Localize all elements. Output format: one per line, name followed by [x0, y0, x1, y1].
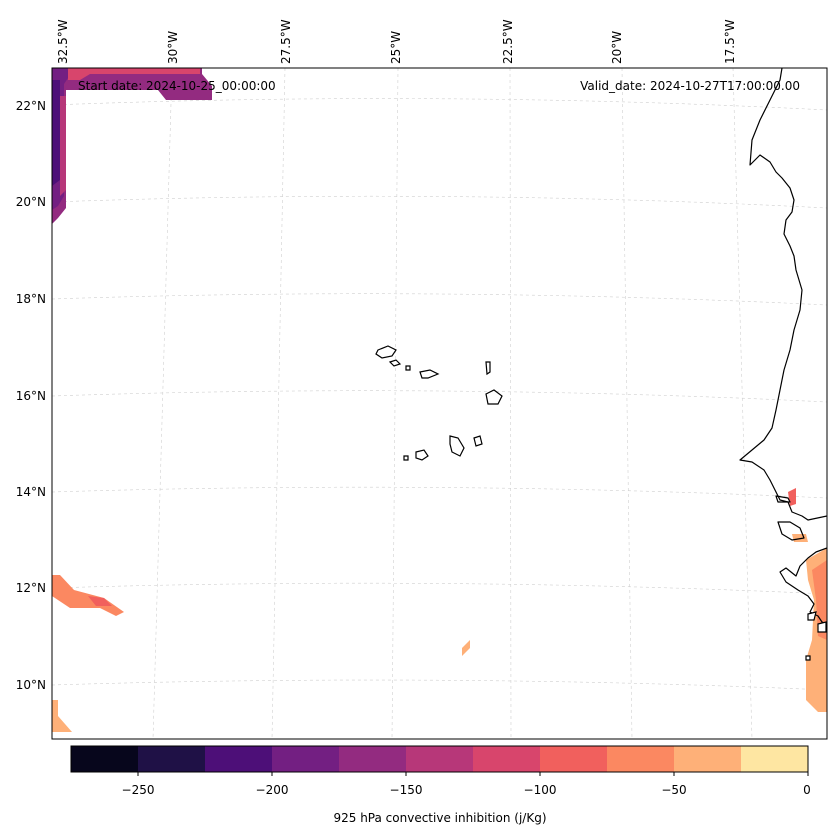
start-date-label: Start date: 2024-10-25_00:00:00 [78, 79, 276, 93]
colorbar-segment [406, 746, 473, 772]
latitude-labels: 22°N 20°N 18°N 16°N 14°N 12°N 10°N [16, 99, 46, 692]
colorbar [70, 745, 809, 776]
sao-vicente-island [388, 359, 402, 367]
lon-label-25w: 25°W [389, 31, 403, 64]
colorbar-segment [272, 746, 339, 772]
colorbar-frame [70, 745, 809, 773]
cin-region-e-core [812, 560, 827, 640]
colorbar-segment [339, 746, 406, 772]
cape-verde-islands [375, 345, 503, 461]
cin-region-s-patch [462, 640, 470, 656]
colorbar-segment [473, 746, 540, 772]
colorbar-segment [741, 746, 808, 772]
fogo-island [415, 449, 429, 461]
colorbar-segment [540, 746, 607, 772]
colorbar-tick-label: −250 [122, 783, 155, 797]
colorbar-tick-label: −200 [256, 783, 289, 797]
colorbar-segment [607, 746, 674, 772]
colorbar-segment [138, 746, 205, 772]
lon-label-17.5w: 17.5°W [723, 19, 737, 64]
cin-region-nw-inner [60, 96, 66, 196]
colorbar-segment [674, 746, 741, 772]
colorbar-tick-labels: −250 −200 −150 −100 −50 0 [122, 783, 811, 797]
bijagos-islands-2 [817, 621, 827, 633]
colorbar-label: 925 hPa convective inhibition (j/Kg) [333, 811, 546, 825]
cin-region-e-spot-1 [792, 534, 808, 542]
lat-label-14n: 14°N [16, 485, 46, 499]
guinea-bissau-coast [777, 521, 805, 541]
valid-date-label: Valid_date: 2024-10-27T17:00:00.00 [580, 79, 800, 93]
sao-nicolau-island [419, 369, 440, 379]
colorbar-tick-label: −150 [390, 783, 423, 797]
santo-antao-island [375, 345, 397, 359]
lon-label-20w: 20°W [610, 31, 624, 64]
cin-region-w-core [88, 596, 112, 606]
gridlines [52, 68, 827, 739]
santiago-island [449, 435, 465, 457]
sal-island [485, 361, 491, 376]
lat-label-10n: 10°N [16, 678, 46, 692]
cin-region-nw-strip [52, 68, 212, 224]
lat-label-22n: 22°N [16, 99, 46, 113]
brava-island [403, 455, 409, 461]
lon-label-30w: 30°W [166, 31, 180, 64]
cin-region-sw [52, 700, 72, 732]
map-frame [51, 67, 828, 740]
coastlines [739, 68, 827, 661]
lat-label-16n: 16°N [16, 389, 46, 403]
santa-luzia-island [405, 365, 411, 371]
cin-region-nw-band [68, 68, 200, 80]
map-panel [52, 68, 827, 739]
longitude-labels: 32.5°W 30°W 27.5°W 25°W 22.5°W 20°W 17.5… [56, 19, 737, 64]
lat-label-18n: 18°N [16, 292, 46, 306]
colorbar-tick-label: 0 [803, 783, 811, 797]
bijagos-islands [807, 611, 817, 621]
lon-label-32.5w: 32.5°W [56, 19, 70, 64]
lon-label-27.5w: 27.5°W [279, 19, 293, 64]
lon-label-22.5w: 22.5°W [501, 19, 515, 64]
cin-filled-contours [52, 68, 827, 732]
maio-island [473, 435, 483, 447]
boa-vista-island [485, 389, 503, 405]
cin-region-nw-edge [52, 80, 60, 186]
colorbar-segment [205, 746, 272, 772]
colorbar-tick-label: −50 [661, 783, 686, 797]
lat-label-12n: 12°N [16, 581, 46, 595]
lat-label-20n: 20°N [16, 195, 46, 209]
gambia-coast [775, 495, 791, 503]
coastal-islet [805, 655, 811, 661]
colorbar-segment [71, 746, 138, 772]
colorbar-tick-label: −100 [524, 783, 557, 797]
